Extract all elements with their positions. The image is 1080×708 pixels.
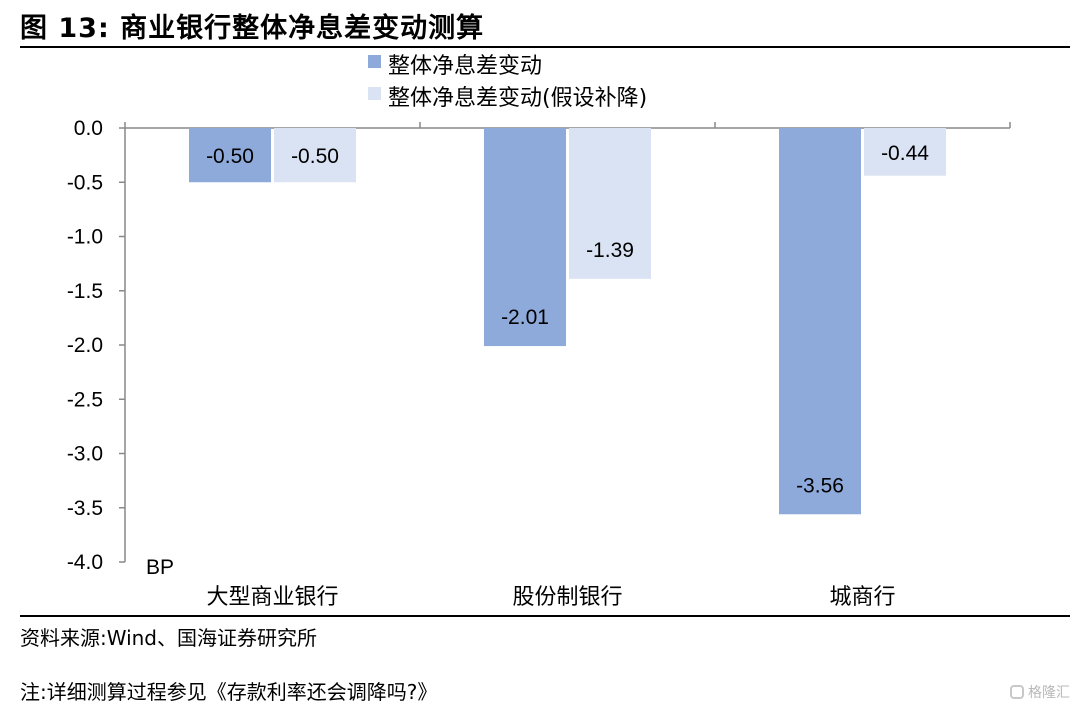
data-label: -2.01 <box>501 306 549 329</box>
bar-series-2 <box>864 128 946 176</box>
data-label: -0.50 <box>206 145 254 168</box>
data-label: -3.56 <box>796 474 844 497</box>
y-tick-label: 0.0 <box>74 117 103 140</box>
y-tick-label: -3.5 <box>67 497 103 520</box>
y-tick-label: -2.5 <box>67 388 103 411</box>
bar-chart: 0.0 -0.5 -1.0 -1.5 -2.0 -2.5 -3.0 -3.5 -4.0 BP -0.… <box>67 54 1011 610</box>
y-tick-label: -0.5 <box>67 171 103 194</box>
bar-series-1 <box>189 128 271 183</box>
bar-series-2 <box>569 128 651 279</box>
legend-label-1: 整体净息差变动 <box>388 54 542 79</box>
y-tick-label: -4.0 <box>67 551 103 574</box>
footnote: 注:详细测算过程参见《存款利率还会调降吗?》 <box>20 680 438 704</box>
bar-series-2 <box>274 128 356 183</box>
data-label: -1.39 <box>586 239 634 262</box>
title-rule <box>20 46 1070 48</box>
figure-title: 图 13: 商业银行整体净息差变动测算 <box>20 13 485 44</box>
data-label: -0.50 <box>291 145 339 168</box>
watermark: 格隆汇 <box>1010 682 1070 702</box>
data-label: -0.44 <box>881 142 929 165</box>
footer-rule <box>20 615 1070 617</box>
legend-swatch-2 <box>368 87 381 100</box>
y-tick-label: -3.0 <box>67 443 103 466</box>
bar-series-1 <box>779 128 861 515</box>
source-note: 资料来源:Wind、国海证券研究所 <box>20 626 318 650</box>
watermark-logo-icon <box>1010 685 1024 699</box>
y-tick-label: -1.5 <box>67 280 103 303</box>
x-category-label: 股份制银行 <box>512 585 622 610</box>
y-tick-label: -1.0 <box>67 226 103 249</box>
y-tick-label: -2.0 <box>67 334 103 357</box>
x-category-label: 城商行 <box>829 585 895 610</box>
y-unit-label: BP <box>146 556 174 579</box>
watermark-text: 格隆汇 <box>1028 685 1070 701</box>
legend-label-2: 整体净息差变动(假设补降) <box>388 86 647 111</box>
legend-swatch-1 <box>368 55 381 68</box>
bar-series-1 <box>484 128 566 347</box>
x-category-label: 大型商业银行 <box>206 585 338 610</box>
